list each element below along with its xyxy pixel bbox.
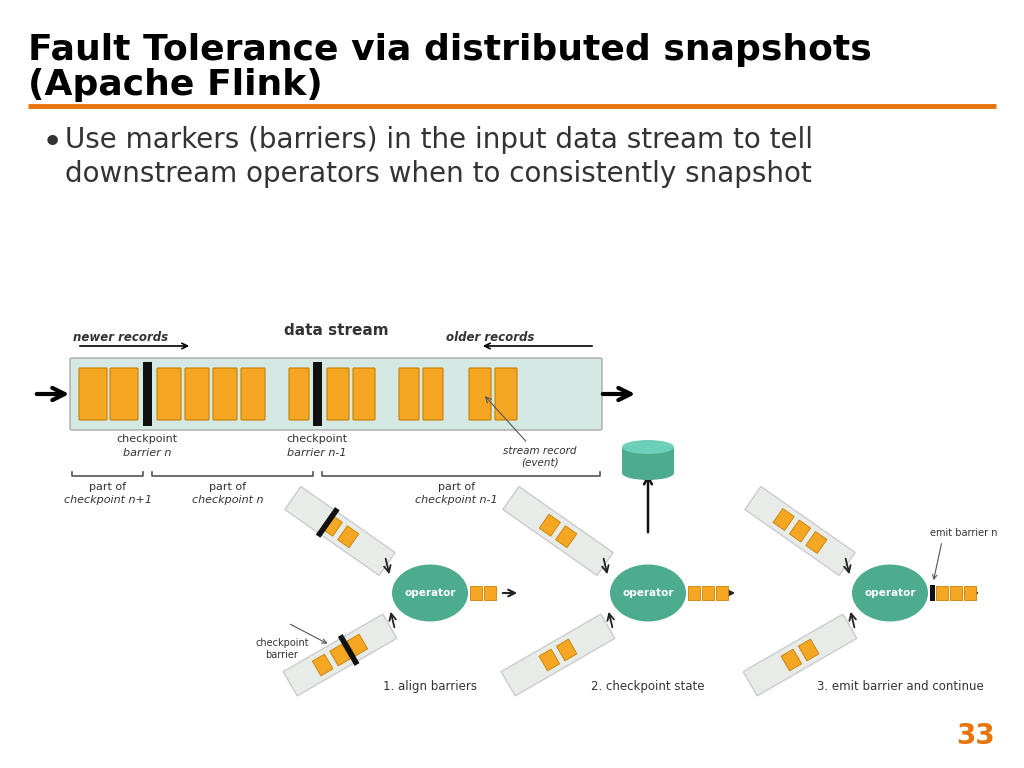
Text: part of: part of <box>210 482 247 492</box>
Ellipse shape <box>610 564 686 621</box>
FancyBboxPatch shape <box>185 368 209 420</box>
Text: emit barrier n: emit barrier n <box>930 528 997 538</box>
Text: checkpoint n-1: checkpoint n-1 <box>415 495 498 505</box>
Text: 3. emit barrier and continue: 3. emit barrier and continue <box>816 680 983 693</box>
FancyBboxPatch shape <box>110 368 138 420</box>
Polygon shape <box>781 649 802 671</box>
Polygon shape <box>806 531 827 554</box>
Text: operator: operator <box>864 588 915 598</box>
Text: checkpoint
barrier: checkpoint barrier <box>255 638 309 660</box>
Text: (Apache Flink): (Apache Flink) <box>28 68 323 102</box>
Ellipse shape <box>622 466 674 480</box>
Text: barrier n-1: barrier n-1 <box>288 448 347 458</box>
Polygon shape <box>556 526 577 548</box>
Text: barrier n: barrier n <box>123 448 171 458</box>
Text: •: • <box>42 126 63 160</box>
Polygon shape <box>322 515 342 536</box>
Polygon shape <box>743 614 857 696</box>
Polygon shape <box>790 520 811 542</box>
Text: checkpoint: checkpoint <box>117 434 177 444</box>
Polygon shape <box>540 515 560 536</box>
Polygon shape <box>347 634 368 656</box>
FancyBboxPatch shape <box>423 368 443 420</box>
Bar <box>470 586 482 600</box>
Polygon shape <box>338 526 358 548</box>
Text: downstream operators when to consistently snapshot: downstream operators when to consistentl… <box>65 160 812 188</box>
FancyBboxPatch shape <box>213 368 237 420</box>
Bar <box>964 586 976 600</box>
FancyBboxPatch shape <box>495 368 517 420</box>
Text: 1. align barriers: 1. align barriers <box>383 680 477 693</box>
Text: operator: operator <box>404 588 456 598</box>
FancyBboxPatch shape <box>289 368 309 420</box>
Bar <box>143 362 152 426</box>
Polygon shape <box>556 639 577 660</box>
Text: part of: part of <box>89 482 126 492</box>
Polygon shape <box>799 639 819 660</box>
Polygon shape <box>285 487 395 575</box>
FancyBboxPatch shape <box>70 358 602 430</box>
FancyBboxPatch shape <box>241 368 265 420</box>
Bar <box>950 586 962 600</box>
Text: part of: part of <box>438 482 475 492</box>
Bar <box>716 586 728 600</box>
Bar <box>930 585 935 601</box>
Polygon shape <box>312 654 333 676</box>
Bar <box>313 362 322 426</box>
Ellipse shape <box>622 440 674 454</box>
Bar <box>688 586 700 600</box>
FancyBboxPatch shape <box>157 368 181 420</box>
Text: 2. checkpoint state: 2. checkpoint state <box>591 680 705 693</box>
Text: checkpoint n+1: checkpoint n+1 <box>63 495 152 505</box>
Text: older records: older records <box>445 331 535 344</box>
Polygon shape <box>503 487 613 575</box>
FancyBboxPatch shape <box>353 368 375 420</box>
Text: Use markers (barriers) in the input data stream to tell: Use markers (barriers) in the input data… <box>65 126 813 154</box>
FancyBboxPatch shape <box>399 368 419 420</box>
Polygon shape <box>330 644 350 666</box>
Text: checkpoint n: checkpoint n <box>193 495 264 505</box>
Polygon shape <box>539 649 560 671</box>
Text: newer records: newer records <box>74 331 169 344</box>
Polygon shape <box>284 614 396 696</box>
Text: operator: operator <box>623 588 674 598</box>
Text: stream record
(event): stream record (event) <box>485 397 577 468</box>
Bar <box>484 586 496 600</box>
Text: data stream: data stream <box>284 323 388 338</box>
Bar <box>702 586 714 600</box>
Bar <box>622 447 674 473</box>
Text: checkpoint: checkpoint <box>287 434 347 444</box>
Polygon shape <box>501 614 614 696</box>
FancyBboxPatch shape <box>79 368 106 420</box>
FancyBboxPatch shape <box>469 368 490 420</box>
FancyBboxPatch shape <box>327 368 349 420</box>
Ellipse shape <box>392 564 468 621</box>
Text: Fault Tolerance via distributed snapshots: Fault Tolerance via distributed snapshot… <box>28 33 871 67</box>
Ellipse shape <box>852 564 928 621</box>
Bar <box>936 586 948 600</box>
Polygon shape <box>773 508 795 531</box>
Text: 33: 33 <box>956 722 995 750</box>
Polygon shape <box>744 487 855 575</box>
